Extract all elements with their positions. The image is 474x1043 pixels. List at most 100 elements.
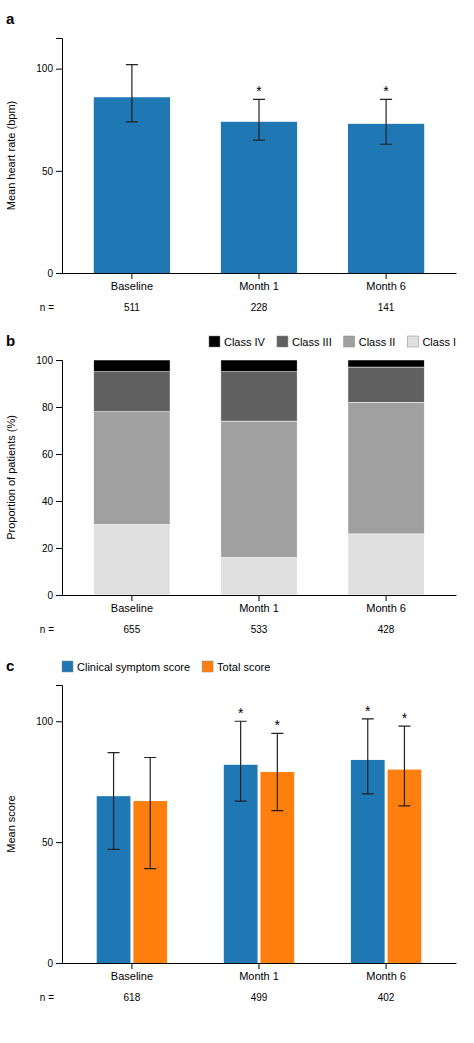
x-tick-label: Baseline — [111, 280, 153, 292]
legend-swatch — [209, 336, 220, 347]
chart-svg: 050100BaselineMonth 1Month 6**aMean hear… — [0, 0, 474, 1043]
bar-series — [94, 97, 424, 273]
y-axis: 050100 — [36, 686, 62, 969]
sample-size: 618 — [124, 992, 141, 1003]
significance-label: * — [365, 703, 371, 719]
y-axis: 020406080100 — [36, 355, 62, 601]
legend-item: Class IV — [209, 336, 266, 348]
x-tick: Month 1 — [239, 595, 279, 614]
y-tick-mark — [56, 454, 62, 455]
legend-label: Class IV — [224, 336, 266, 348]
annotations: * * * * — [238, 703, 408, 734]
error-bar — [144, 758, 156, 869]
sample-size: 402 — [378, 992, 395, 1003]
y-tick: 0 — [47, 268, 62, 279]
y-axis-line — [56, 39, 63, 274]
y-tick-mark — [56, 501, 62, 502]
panel-label: a — [6, 10, 15, 27]
annotations: ** — [256, 83, 389, 99]
sample-size: 533 — [251, 624, 268, 635]
error-bar — [235, 721, 247, 801]
chart-container: 050100BaselineMonth 1Month 6**aMean hear… — [0, 0, 474, 1043]
legend-item: Class II — [344, 336, 396, 348]
y-tick-mark — [56, 407, 62, 408]
y-tick: 60 — [42, 449, 62, 460]
bar-segment — [221, 557, 297, 595]
panel: 020406080100BaselineMonth 1Month 6bPropo… — [5, 332, 457, 635]
sample-size: 511 — [124, 302, 140, 313]
x-tick-label: Month 1 — [239, 602, 279, 614]
error-bar — [362, 719, 374, 794]
y-tick-label: 0 — [47, 958, 53, 969]
y-tick-label: 40 — [42, 496, 54, 507]
error-bar — [126, 65, 138, 122]
legend-item: Class I — [407, 336, 456, 348]
x-tick-label: Baseline — [111, 970, 153, 982]
y-tick-mark — [56, 842, 62, 843]
x-tick-mark — [386, 273, 387, 279]
y-tick-mark — [56, 963, 62, 964]
x-tick-mark — [259, 595, 260, 601]
y-tick-label: 0 — [47, 590, 53, 601]
legend-label: Total score — [217, 661, 270, 673]
bar-segment — [94, 525, 170, 596]
y-tick-mark — [56, 360, 62, 361]
y-tick: 50 — [42, 166, 62, 177]
error-bars — [126, 65, 392, 145]
x-tick-label: Month 6 — [366, 602, 406, 614]
bar-segment — [221, 421, 297, 557]
error-bar — [271, 733, 283, 810]
significance-label: * — [402, 710, 408, 726]
x-tick-mark — [131, 595, 132, 601]
sample-size-title: n = — [40, 992, 54, 1003]
y-tick-mark — [56, 273, 62, 274]
sample-size: 228 — [251, 302, 268, 313]
significance-label: * — [238, 705, 244, 721]
y-tick: 100 — [36, 63, 62, 74]
panel: 050100BaselineMonth 1Month 6****cMean sc… — [5, 657, 457, 1003]
bar-segment — [348, 534, 424, 595]
legend: Clinical symptom score Total score — [62, 661, 270, 673]
y-tick-mark — [56, 69, 62, 70]
significance-label: * — [383, 83, 389, 99]
x-tick: Month 6 — [366, 595, 406, 614]
legend-swatch — [344, 336, 355, 347]
bar-segment — [221, 360, 297, 372]
y-tick-label: 100 — [36, 63, 53, 74]
y-axis-title: Proportion of patients (%) — [5, 415, 17, 540]
bar — [348, 124, 424, 273]
bar-segment — [348, 367, 424, 402]
error-bar — [108, 753, 120, 850]
legend-label: Class I — [422, 336, 456, 348]
x-tick: Baseline — [111, 595, 153, 614]
x-tick-mark — [131, 273, 132, 279]
y-tick-label: 20 — [42, 543, 54, 554]
y-axis: 0 50 100 — [36, 39, 62, 279]
x-tick: Baseline — [111, 273, 153, 292]
sample-size-title: n = — [40, 302, 54, 313]
sample-size: 499 — [251, 992, 268, 1003]
y-tick-mark — [56, 171, 62, 172]
bar — [94, 97, 170, 273]
legend-item: Total score — [202, 661, 270, 673]
y-tick-mark — [56, 721, 62, 722]
x-tick-label: Month 1 — [239, 280, 279, 292]
y-tick-label: 0 — [47, 268, 53, 279]
x-tick: Baseline — [111, 963, 153, 982]
significance-label: * — [275, 717, 281, 733]
legend-swatch — [407, 336, 418, 347]
panel-label: c — [6, 657, 14, 674]
error-bar — [253, 99, 265, 140]
y-tick-mark — [56, 595, 62, 596]
legend-swatch — [277, 336, 288, 347]
y-tick-label: 100 — [36, 355, 53, 366]
sample-size: 141 — [378, 302, 395, 313]
y-tick-label: 50 — [42, 166, 54, 177]
x-tick: Month 6 — [366, 273, 406, 292]
bar — [221, 122, 297, 273]
x-tick-mark — [131, 963, 132, 969]
y-tick: 0 — [47, 958, 62, 969]
legend-label: Clinical symptom score — [77, 661, 190, 673]
y-tick-mark — [56, 548, 62, 549]
x-tick-mark — [386, 963, 387, 969]
